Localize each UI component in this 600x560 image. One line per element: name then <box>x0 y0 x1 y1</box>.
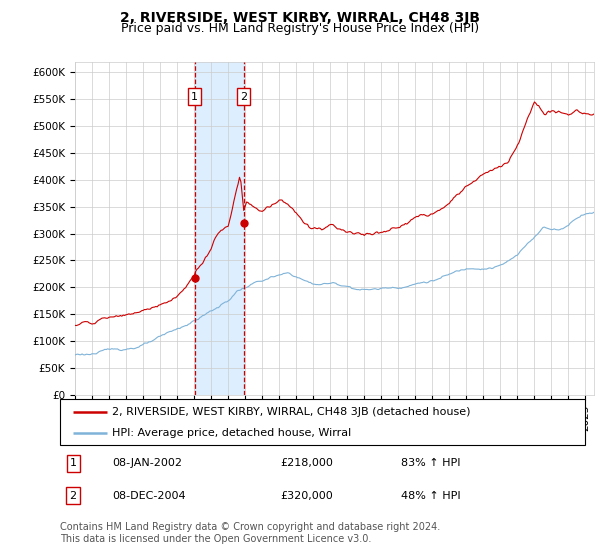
Text: 1: 1 <box>191 92 198 101</box>
Text: 83% ↑ HPI: 83% ↑ HPI <box>401 459 461 468</box>
Text: 08-JAN-2002: 08-JAN-2002 <box>113 459 182 468</box>
Bar <box>195 62 244 395</box>
Text: 08-DEC-2004: 08-DEC-2004 <box>113 491 186 501</box>
Text: 2, RIVERSIDE, WEST KIRBY, WIRRAL, CH48 3JB: 2, RIVERSIDE, WEST KIRBY, WIRRAL, CH48 3… <box>120 11 480 25</box>
FancyBboxPatch shape <box>60 399 585 445</box>
Text: 2, RIVERSIDE, WEST KIRBY, WIRRAL, CH48 3JB (detached house): 2, RIVERSIDE, WEST KIRBY, WIRRAL, CH48 3… <box>113 407 471 417</box>
Text: £320,000: £320,000 <box>281 491 333 501</box>
Text: Price paid vs. HM Land Registry's House Price Index (HPI): Price paid vs. HM Land Registry's House … <box>121 22 479 35</box>
Text: 48% ↑ HPI: 48% ↑ HPI <box>401 491 461 501</box>
Text: HPI: Average price, detached house, Wirral: HPI: Average price, detached house, Wirr… <box>113 428 352 438</box>
Text: 2: 2 <box>70 491 77 501</box>
Text: Contains HM Land Registry data © Crown copyright and database right 2024.
This d: Contains HM Land Registry data © Crown c… <box>60 522 440 544</box>
Text: £218,000: £218,000 <box>281 459 334 468</box>
Text: 1: 1 <box>70 459 77 468</box>
Text: 2: 2 <box>240 92 247 101</box>
